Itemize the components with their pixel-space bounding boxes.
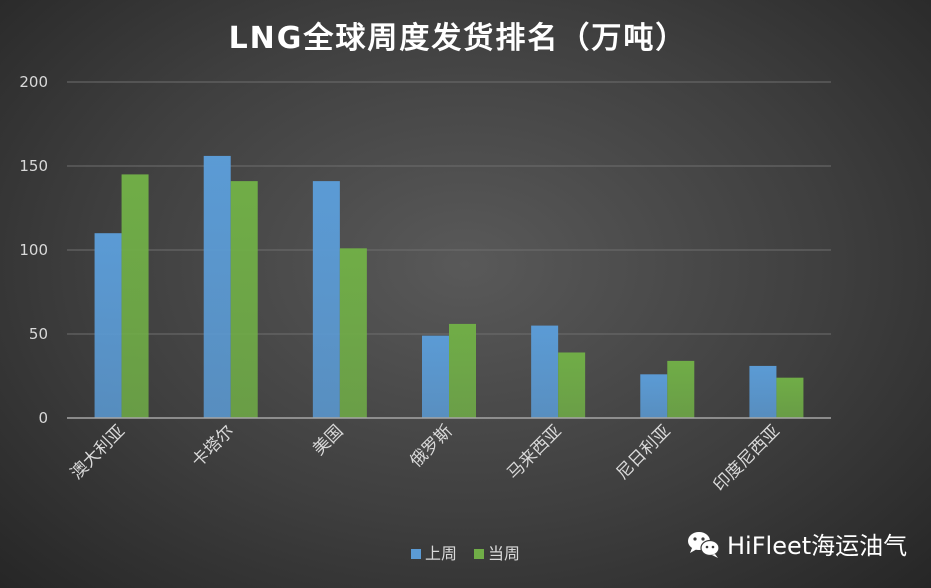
x-category-label: 尼日利亚 <box>613 421 675 483</box>
watermark-text: HiFleet海运油气 <box>727 532 907 560</box>
x-category-label: 俄罗斯 <box>406 421 456 471</box>
x-category-label: 马来西亚 <box>503 421 565 483</box>
bar-this-week <box>339 248 367 418</box>
y-tick-label: 150 <box>19 157 48 175</box>
bar-last-week <box>531 325 559 418</box>
x-category-label: 印度尼西亚 <box>710 421 784 495</box>
bar-this-week <box>449 323 476 418</box>
legend: 上周 当周 <box>411 544 520 563</box>
y-tick-label: 50 <box>29 325 48 343</box>
bar-this-week <box>121 174 149 418</box>
bar-this-week <box>230 181 258 418</box>
bar-this-week <box>667 360 695 418</box>
bar-last-week <box>312 181 340 418</box>
gridlines <box>67 81 831 335</box>
x-category-label: 卡塔尔 <box>188 421 238 471</box>
legend-swatch <box>411 549 421 559</box>
y-axis-ticks: 0 50 100 150 200 <box>19 73 48 427</box>
bars <box>94 155 804 419</box>
x-category-label: 美国 <box>309 421 347 459</box>
watermark: HiFleet海运油气 <box>688 532 907 560</box>
bar-this-week <box>776 377 804 418</box>
x-axis-categories: 澳大利亚 卡塔尔 美国 俄罗斯 马来西亚 尼日利亚 印度尼西亚 <box>67 421 784 495</box>
bar-last-week <box>94 233 122 418</box>
chart-title: LNG全球周度发货排名（万吨） <box>229 21 688 56</box>
legend-swatch <box>474 549 484 559</box>
bar-last-week <box>640 374 668 418</box>
bar-this-week <box>558 352 586 418</box>
bar-last-week <box>203 155 231 419</box>
wechat-icon <box>688 532 720 558</box>
y-tick-label: 0 <box>38 409 48 427</box>
y-tick-label: 200 <box>19 73 48 91</box>
legend-label: 当周 <box>488 544 520 563</box>
legend-label: 上周 <box>425 544 457 563</box>
bar-last-week <box>422 335 449 418</box>
x-category-label: 澳大利亚 <box>67 421 129 483</box>
y-tick-label: 100 <box>19 241 48 259</box>
bar-last-week <box>749 365 777 418</box>
